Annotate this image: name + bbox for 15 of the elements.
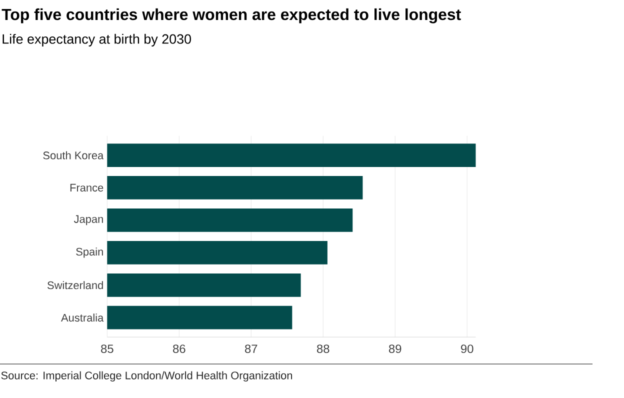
chart-subtitle: Life expectancy at birth by 2030 [2,34,192,46]
x-tick-label: 88 [316,344,330,354]
y-tick-label: France [70,184,104,192]
y-tick-label: Spain [76,248,103,258]
y-tick-label: Switzerland [47,281,103,290]
y-tick-label: Japan [74,215,103,226]
x-tick-label: 90 [460,344,474,354]
source-note: Source: Imperial College London/World Health Organization [1,371,292,382]
x-tick-label: 86 [173,344,186,354]
x-tick-label: 87 [245,344,258,354]
x-tick-label: 89 [388,344,402,354]
y-tick-label: South Korea [43,151,104,160]
y-tick-label: Australia [61,314,104,322]
x-tick-label: 85 [101,344,114,354]
chart-title: Top five countries where women are expected to live longest [2,8,461,24]
